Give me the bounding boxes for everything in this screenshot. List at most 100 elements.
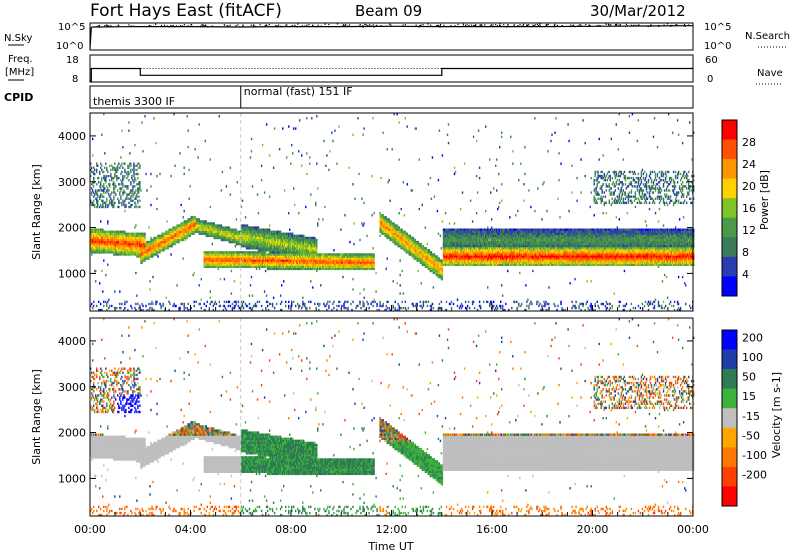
power-cell bbox=[104, 240, 106, 244]
power-cell bbox=[247, 263, 250, 266]
power-cell bbox=[248, 306, 251, 310]
power-cell bbox=[204, 261, 207, 264]
power-cell bbox=[364, 263, 366, 266]
power-cell bbox=[147, 247, 149, 250]
power-cell bbox=[110, 234, 112, 238]
power-cell bbox=[254, 242, 257, 246]
power-cell bbox=[363, 127, 365, 130]
power-cell bbox=[173, 238, 175, 242]
power-cell bbox=[92, 203, 94, 207]
power-cell bbox=[153, 247, 155, 250]
power-cell bbox=[204, 259, 207, 262]
power-cell bbox=[279, 255, 282, 258]
power-cell bbox=[315, 242, 317, 246]
power-cell bbox=[299, 242, 301, 246]
power-cell bbox=[118, 242, 120, 246]
nsky-point bbox=[545, 24, 547, 26]
power-cell bbox=[126, 197, 128, 200]
power-cell bbox=[402, 292, 405, 295]
power-cell bbox=[120, 156, 122, 159]
power-cell bbox=[240, 253, 243, 256]
power-cell bbox=[205, 255, 208, 258]
power-cell bbox=[333, 300, 335, 304]
power-cell bbox=[291, 238, 293, 242]
power-cell bbox=[296, 251, 298, 254]
power-cell bbox=[246, 234, 249, 238]
power-cell bbox=[308, 236, 310, 240]
power-cell bbox=[248, 240, 251, 244]
power-cell bbox=[330, 265, 332, 268]
power-cell bbox=[130, 304, 132, 308]
nsky-point bbox=[579, 24, 581, 26]
power-cell bbox=[137, 242, 139, 246]
power-cell bbox=[159, 247, 161, 250]
power-cell bbox=[342, 261, 344, 264]
power-cell bbox=[372, 255, 374, 258]
power-cell bbox=[231, 302, 234, 306]
power-cell bbox=[321, 253, 323, 256]
power-cell bbox=[144, 234, 146, 238]
power-cell bbox=[382, 220, 384, 223]
power-cell bbox=[268, 242, 271, 246]
power-heatmap-cells bbox=[90, 113, 695, 312]
power-cell bbox=[140, 234, 142, 238]
power-cell bbox=[134, 242, 136, 246]
power-cell bbox=[136, 193, 138, 196]
power-cell bbox=[241, 228, 244, 231]
power-cell bbox=[252, 228, 255, 231]
power-cell bbox=[152, 251, 154, 254]
power-cell bbox=[382, 304, 384, 308]
power-cell bbox=[133, 174, 135, 178]
power-cell bbox=[230, 257, 233, 260]
power-cell bbox=[91, 245, 93, 248]
power-cell bbox=[92, 170, 94, 174]
power-cell bbox=[373, 261, 375, 264]
power-cell bbox=[247, 253, 250, 256]
power-cell bbox=[238, 242, 241, 246]
power-cell bbox=[287, 251, 289, 254]
power-cell bbox=[262, 234, 265, 238]
power-cell bbox=[174, 228, 176, 231]
power-cell bbox=[324, 261, 326, 264]
power-cell bbox=[257, 261, 260, 264]
nsky-point bbox=[479, 24, 481, 26]
power-cell bbox=[102, 290, 104, 293]
power-cell bbox=[251, 232, 254, 235]
power-cell bbox=[337, 255, 339, 258]
power-cell bbox=[225, 253, 228, 256]
power-cell bbox=[274, 242, 277, 246]
power-cell bbox=[93, 181, 95, 184]
power-cell bbox=[120, 238, 122, 242]
power-cell bbox=[96, 242, 98, 246]
power-cell bbox=[134, 201, 136, 205]
power-cell bbox=[176, 228, 178, 231]
power-cell bbox=[261, 143, 264, 147]
power-cell bbox=[151, 251, 153, 254]
power-cell bbox=[327, 255, 329, 258]
power-cell bbox=[267, 255, 270, 258]
power-cell bbox=[105, 191, 107, 194]
power-cell bbox=[100, 166, 102, 169]
power-cell bbox=[97, 201, 99, 205]
power-cell bbox=[281, 242, 283, 246]
power-cell bbox=[386, 300, 388, 304]
power-cell bbox=[291, 249, 293, 252]
power-cell bbox=[294, 247, 296, 250]
power-cell bbox=[399, 236, 401, 240]
power-cell bbox=[240, 257, 243, 260]
nsky-point bbox=[573, 24, 575, 26]
power-cell bbox=[382, 131, 384, 134]
power-cell bbox=[104, 249, 106, 252]
power-cell bbox=[112, 183, 114, 186]
power-cell bbox=[229, 236, 232, 240]
power-cell bbox=[262, 240, 265, 244]
power-cell bbox=[380, 216, 382, 219]
power-cell bbox=[239, 251, 242, 254]
nsky-point bbox=[163, 24, 166, 26]
power-cell bbox=[304, 255, 306, 258]
nsky-point bbox=[663, 24, 665, 26]
power-cell bbox=[384, 220, 386, 223]
power-cell bbox=[282, 232, 284, 235]
power-cell bbox=[108, 298, 110, 301]
power-cell bbox=[267, 308, 270, 312]
